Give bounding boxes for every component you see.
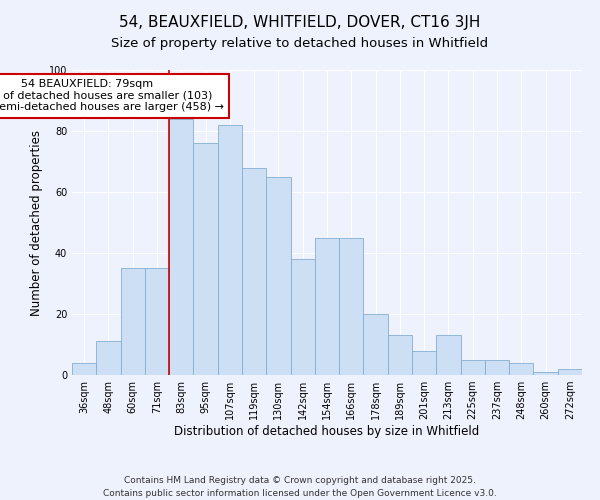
X-axis label: Distribution of detached houses by size in Whitfield: Distribution of detached houses by size … — [175, 425, 479, 438]
Bar — [169, 119, 193, 375]
Bar — [315, 238, 339, 375]
Bar — [266, 177, 290, 375]
Text: 54 BEAUXFIELD: 79sqm
← 18% of detached houses are smaller (103)
80% of semi-deta: 54 BEAUXFIELD: 79sqm ← 18% of detached h… — [0, 79, 224, 112]
Bar — [485, 360, 509, 375]
Y-axis label: Number of detached properties: Number of detached properties — [30, 130, 43, 316]
Bar — [290, 259, 315, 375]
Bar — [218, 125, 242, 375]
Bar — [339, 238, 364, 375]
Bar — [412, 350, 436, 375]
Bar — [436, 336, 461, 375]
Bar — [72, 363, 96, 375]
Bar — [145, 268, 169, 375]
Bar — [242, 168, 266, 375]
Bar — [461, 360, 485, 375]
Bar — [509, 363, 533, 375]
Bar — [388, 336, 412, 375]
Text: Size of property relative to detached houses in Whitfield: Size of property relative to detached ho… — [112, 38, 488, 51]
Text: Contains HM Land Registry data © Crown copyright and database right 2025.
Contai: Contains HM Land Registry data © Crown c… — [103, 476, 497, 498]
Bar — [558, 369, 582, 375]
Bar — [121, 268, 145, 375]
Bar — [193, 143, 218, 375]
Bar — [364, 314, 388, 375]
Bar — [533, 372, 558, 375]
Text: 54, BEAUXFIELD, WHITFIELD, DOVER, CT16 3JH: 54, BEAUXFIELD, WHITFIELD, DOVER, CT16 3… — [119, 15, 481, 30]
Bar — [96, 342, 121, 375]
